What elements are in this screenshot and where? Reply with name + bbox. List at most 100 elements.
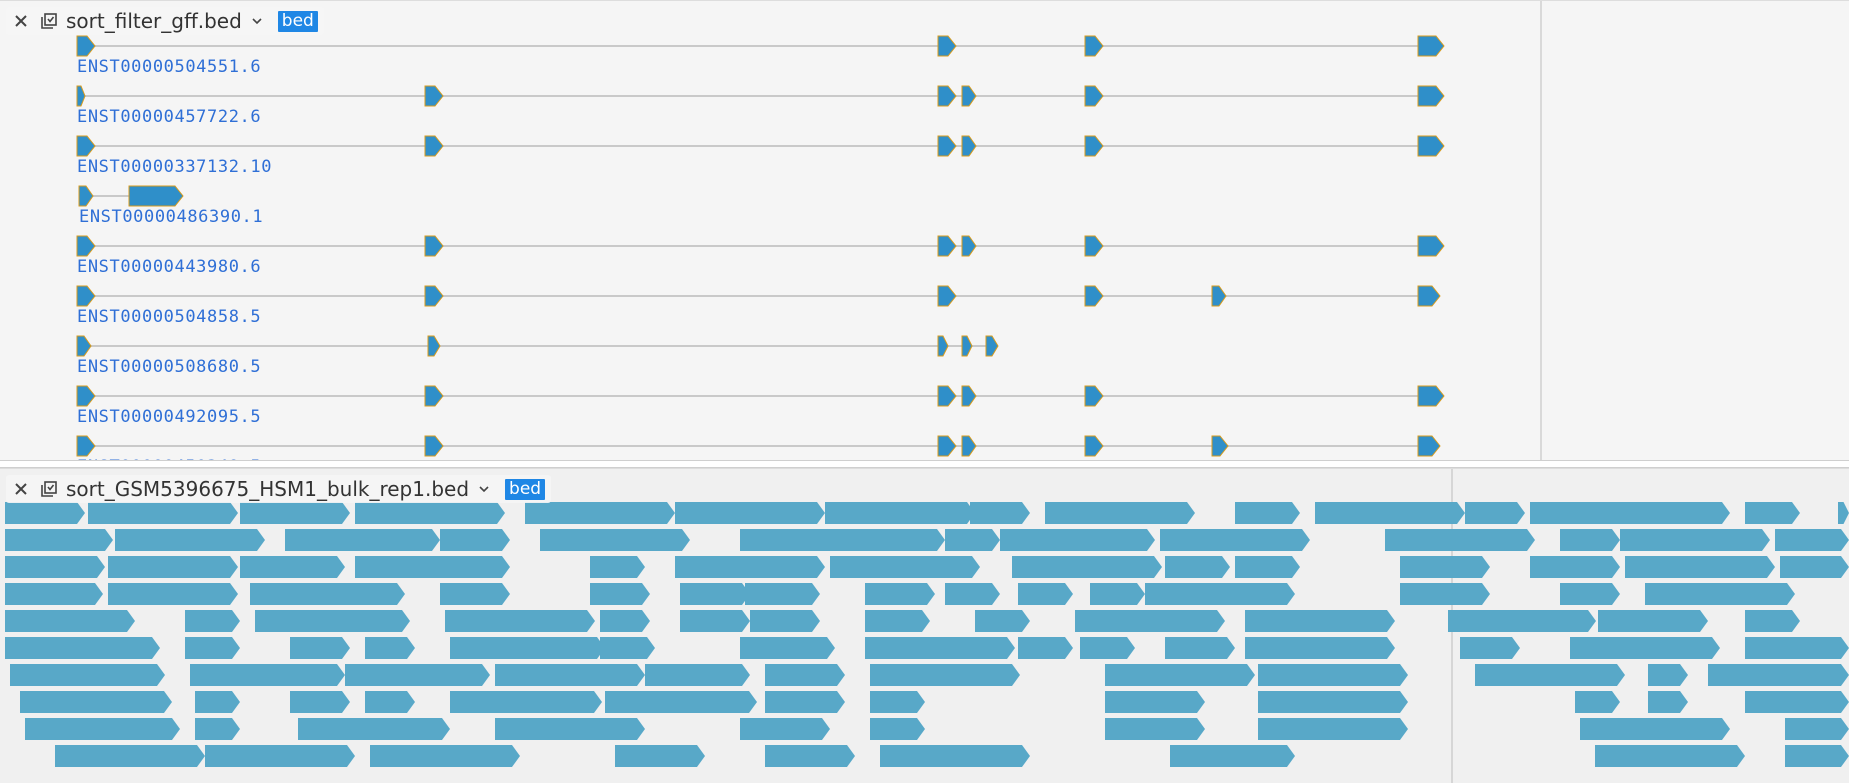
read-feature[interactable]: [5, 556, 105, 578]
read-feature-canvas[interactable]: [0, 469, 1849, 783]
close-icon[interactable]: [10, 10, 32, 32]
read-feature[interactable]: [55, 745, 205, 767]
read-feature[interactable]: [1465, 502, 1525, 524]
read-feature[interactable]: [1170, 745, 1295, 767]
read-feature[interactable]: [1648, 664, 1688, 686]
read-feature[interactable]: [440, 529, 510, 551]
read-feature[interactable]: [250, 583, 405, 605]
read-feature[interactable]: [1448, 610, 1596, 632]
read-feature[interactable]: [1785, 745, 1849, 767]
read-feature[interactable]: [680, 610, 750, 632]
read-feature[interactable]: [615, 745, 705, 767]
read-feature[interactable]: [298, 718, 450, 740]
read-feature[interactable]: [1400, 583, 1490, 605]
read-feature[interactable]: [1258, 691, 1408, 713]
read-feature[interactable]: [870, 718, 925, 740]
read-feature[interactable]: [765, 745, 855, 767]
read-feature[interactable]: [1045, 502, 1195, 524]
read-feature[interactable]: [5, 529, 113, 551]
read-feature[interactable]: [1780, 556, 1849, 578]
read-feature[interactable]: [1560, 529, 1620, 551]
read-feature[interactable]: [1000, 529, 1155, 551]
read-feature[interactable]: [1258, 718, 1408, 740]
read-feature[interactable]: [108, 556, 238, 578]
read-feature[interactable]: [1708, 664, 1849, 686]
read-feature[interactable]: [1648, 691, 1688, 713]
read-feature[interactable]: [1258, 664, 1408, 686]
read-feature[interactable]: [1400, 556, 1490, 578]
read-feature[interactable]: [680, 583, 750, 605]
read-feature[interactable]: [195, 718, 240, 740]
chevron-down-icon[interactable]: [248, 12, 266, 30]
track-menu-icon[interactable]: [38, 10, 60, 32]
track-separator[interactable]: [0, 460, 1849, 468]
read-feature[interactable]: [590, 583, 650, 605]
read-feature[interactable]: [765, 691, 845, 713]
read-feature[interactable]: [1530, 556, 1585, 578]
transcript-feature[interactable]: ENST00000508680.5: [76, 335, 999, 377]
transcript-feature[interactable]: ENST00000450349.5: [76, 435, 1441, 461]
read-feature[interactable]: [190, 664, 345, 686]
read-feature[interactable]: [945, 583, 1000, 605]
read-feature[interactable]: [600, 637, 655, 659]
read-feature[interactable]: [1105, 718, 1205, 740]
read-feature[interactable]: [365, 691, 415, 713]
read-feature[interactable]: [285, 529, 440, 551]
read-feature[interactable]: [1385, 529, 1535, 551]
read-feature[interactable]: [1080, 637, 1135, 659]
read-feature[interactable]: [1105, 691, 1205, 713]
read-feature[interactable]: [1165, 637, 1235, 659]
read-feature[interactable]: [450, 637, 605, 659]
transcript-feature[interactable]: ENST00000337132.10: [76, 135, 1445, 177]
read-feature[interactable]: [1570, 637, 1720, 659]
read-feature[interactable]: [765, 664, 845, 686]
read-feature[interactable]: [1090, 583, 1145, 605]
track-name[interactable]: sort_GSM5396675_HSM1_bulk_rep1.bed: [66, 477, 470, 501]
transcript-feature[interactable]: ENST00000504858.5: [76, 285, 1441, 327]
read-feature[interactable]: [1012, 556, 1162, 578]
read-feature[interactable]: [870, 691, 925, 713]
read-feature[interactable]: [1575, 691, 1620, 713]
read-feature[interactable]: [365, 637, 415, 659]
read-feature[interactable]: [740, 529, 945, 551]
read-feature[interactable]: [1245, 610, 1395, 632]
read-feature[interactable]: [1245, 637, 1395, 659]
read-feature[interactable]: [1838, 502, 1849, 524]
read-feature[interactable]: [88, 502, 238, 524]
read-feature[interactable]: [1530, 502, 1730, 524]
read-feature[interactable]: [205, 745, 355, 767]
read-feature[interactable]: [645, 664, 750, 686]
read-feature[interactable]: [195, 691, 240, 713]
read-feature[interactable]: [605, 691, 757, 713]
read-feature[interactable]: [1595, 745, 1745, 767]
read-feature[interactable]: [185, 610, 240, 632]
read-feature[interactable]: [345, 664, 490, 686]
read-feature[interactable]: [1745, 502, 1800, 524]
read-feature[interactable]: [5, 610, 135, 632]
read-feature[interactable]: [450, 691, 602, 713]
read-feature[interactable]: [1620, 529, 1770, 551]
read-feature[interactable]: [1785, 718, 1849, 740]
read-feature[interactable]: [1018, 637, 1073, 659]
read-feature[interactable]: [750, 610, 820, 632]
close-icon[interactable]: [10, 478, 32, 500]
read-feature[interactable]: [590, 556, 645, 578]
track-menu-icon[interactable]: [38, 478, 60, 500]
read-feature[interactable]: [865, 610, 930, 632]
read-feature[interactable]: [495, 664, 645, 686]
read-feature[interactable]: [1145, 583, 1295, 605]
read-feature[interactable]: [445, 610, 595, 632]
read-feature[interactable]: [115, 529, 265, 551]
read-feature[interactable]: [825, 502, 975, 524]
read-feature[interactable]: [355, 502, 505, 524]
read-feature[interactable]: [870, 664, 1020, 686]
read-feature[interactable]: [10, 664, 165, 686]
read-feature[interactable]: [880, 745, 1030, 767]
track-panel-gff[interactable]: sort_filter_gff.bed bed ENST00000504551.…: [0, 0, 1849, 461]
read-feature[interactable]: [185, 637, 240, 659]
read-feature[interactable]: [1165, 556, 1230, 578]
read-feature[interactable]: [1745, 691, 1849, 713]
read-feature[interactable]: [440, 583, 510, 605]
transcript-feature[interactable]: ENST00000457722.6: [76, 85, 1445, 127]
read-feature[interactable]: [1645, 583, 1795, 605]
